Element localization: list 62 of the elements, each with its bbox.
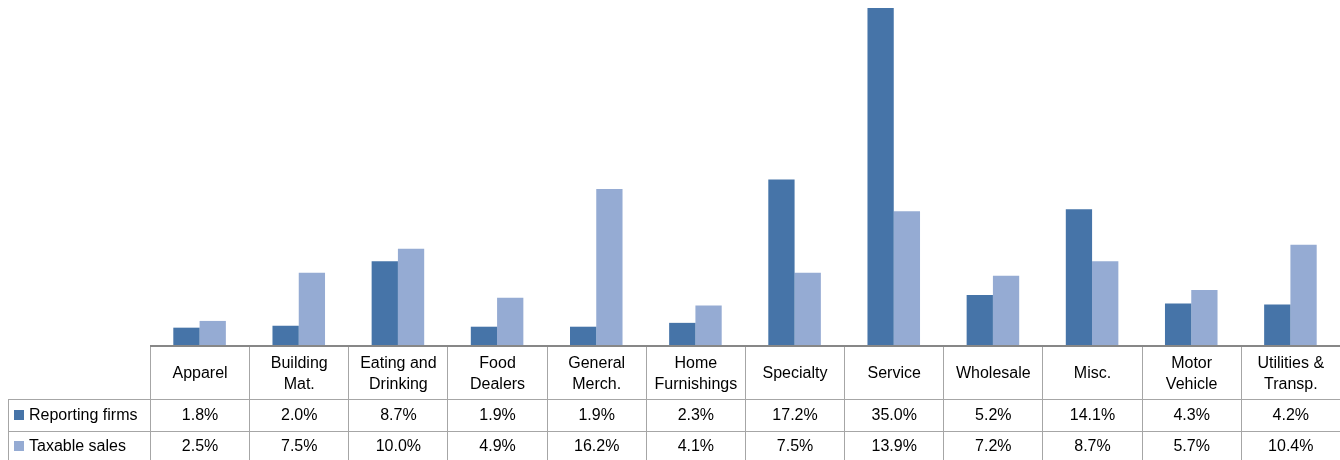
bar (1264, 304, 1291, 345)
data-label: 5.2% (943, 399, 1043, 431)
bar (1065, 209, 1093, 345)
legend-label: Reporting firms (29, 406, 138, 423)
bar (1290, 244, 1317, 345)
bar (371, 261, 398, 345)
x-tick-label: Specialty (745, 346, 845, 399)
x-tick-label: Apparel (150, 346, 250, 399)
bar (768, 179, 795, 345)
x-tick-label: Wholesale (943, 346, 1043, 399)
bar (173, 327, 200, 345)
data-label: 4.2% (1241, 399, 1340, 431)
bar (867, 8, 894, 345)
data-label: 2.5% (150, 431, 250, 460)
data-label: 7.2% (943, 431, 1043, 460)
data-label: 10.4% (1241, 431, 1340, 460)
data-label: 1.9% (447, 399, 548, 431)
bar (794, 272, 821, 345)
bar (1164, 303, 1192, 345)
bar (569, 326, 597, 345)
bar (497, 297, 524, 345)
data-label: 17.2% (745, 399, 845, 431)
bar (695, 305, 722, 345)
data-label: 1.9% (547, 399, 647, 431)
x-tick-label: Motor Vehicle (1142, 346, 1242, 399)
bar (596, 189, 623, 345)
bar (669, 322, 696, 345)
data-label: 14.1% (1042, 399, 1143, 431)
data-label: 2.3% (646, 399, 746, 431)
data-label: 5.7% (1142, 431, 1242, 460)
data-label: 4.9% (447, 431, 548, 460)
x-tick-label: Home Furnishings (646, 346, 746, 399)
data-label: 13.9% (844, 431, 944, 460)
x-tick-label: Service (844, 346, 944, 399)
data-label: 8.7% (1042, 431, 1143, 460)
bar (992, 275, 1020, 345)
bar (1092, 261, 1119, 345)
bar (966, 294, 993, 345)
bar (397, 248, 425, 345)
data-label: 35.0% (844, 399, 944, 431)
x-tick-label: Misc. (1042, 346, 1143, 399)
data-label: 8.7% (348, 399, 448, 431)
x-tick-label: Food Dealers (447, 346, 548, 399)
bar (470, 326, 498, 345)
legend-label: Taxable sales (29, 437, 126, 454)
bar (199, 320, 226, 345)
data-label: 1.8% (150, 399, 250, 431)
bar (1191, 290, 1218, 345)
data-label: 2.0% (249, 399, 349, 431)
x-tick-label: General Merch. (547, 346, 647, 399)
data-label: 10.0% (348, 431, 448, 460)
x-tick-label: Utilities & Transp. (1241, 346, 1340, 399)
x-tick-label: Building Mat. (249, 346, 349, 399)
data-label: 16.2% (547, 431, 647, 460)
bar (893, 211, 921, 345)
data-label: 7.5% (745, 431, 845, 460)
data-label: 7.5% (249, 431, 349, 460)
bar (272, 325, 299, 345)
data-label: 4.3% (1142, 399, 1242, 431)
x-tick-label: Eating and Drinking (348, 346, 448, 399)
data-label: 4.1% (646, 431, 746, 460)
bar (298, 272, 326, 345)
